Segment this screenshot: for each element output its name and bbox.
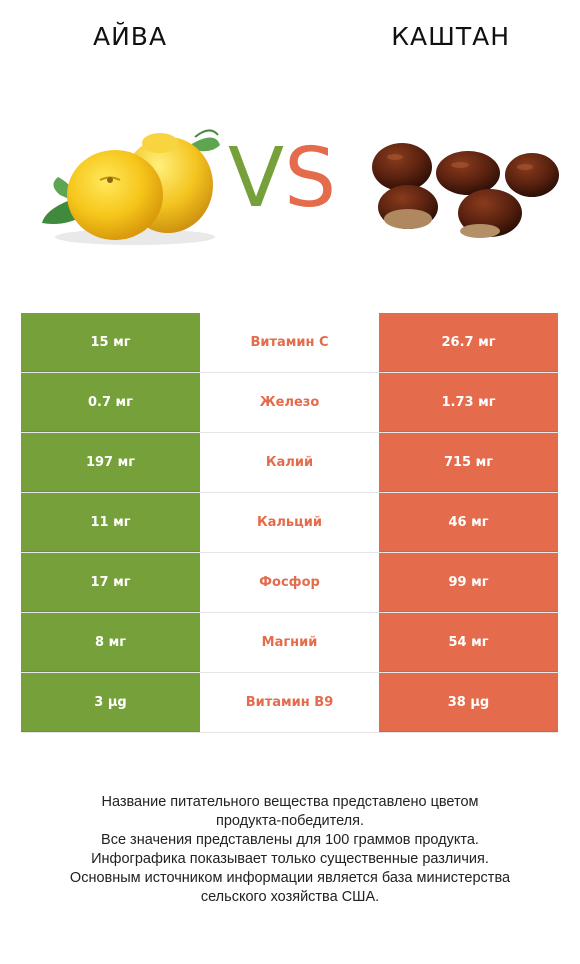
right-value: 99 мг <box>379 553 558 612</box>
nutrient-label: Витамин B9 <box>200 673 379 732</box>
nutrient-label: Железо <box>200 373 379 432</box>
left-value: 8 мг <box>21 613 200 672</box>
table-row: 3 µg Витамин B9 38 µg <box>21 673 558 733</box>
left-value: 11 мг <box>21 493 200 552</box>
footnote-line: Название питательного вещества представл… <box>101 794 479 810</box>
left-value: 15 мг <box>21 313 200 372</box>
left-value: 197 мг <box>21 433 200 492</box>
quince-image <box>42 129 220 245</box>
right-product-title: КАШТАН <box>391 22 510 51</box>
footnote: Название питательного вещества представл… <box>0 793 580 907</box>
comparison-table: 15 мг Витамин C 26.7 мг 0.7 мг Железо 1.… <box>21 313 558 733</box>
nutrient-label: Калий <box>200 433 379 492</box>
right-value: 46 мг <box>379 493 558 552</box>
nutrient-label: Кальций <box>200 493 379 552</box>
table-row: 0.7 мг Железо 1.73 мг <box>21 373 558 433</box>
right-value: 26.7 мг <box>379 313 558 372</box>
table-row: 197 мг Калий 715 мг <box>21 433 558 493</box>
table-row: 11 мг Кальций 46 мг <box>21 493 558 553</box>
right-value: 715 мг <box>379 433 558 492</box>
nutrient-label: Фосфор <box>200 553 379 612</box>
left-value: 3 µg <box>21 673 200 732</box>
right-value: 54 мг <box>379 613 558 672</box>
right-value: 1.73 мг <box>379 373 558 432</box>
footnote-line: Инфографика показывает только существенн… <box>91 851 489 867</box>
vs-label: VS <box>228 131 337 226</box>
footnote-line: сельского хозяйства США. <box>200 889 380 905</box>
left-value: 0.7 мг <box>21 373 200 432</box>
nutrient-label: Магний <box>200 613 379 672</box>
left-product-title: АЙВА <box>93 22 168 51</box>
left-value: 17 мг <box>21 553 200 612</box>
right-value: 38 µg <box>379 673 558 732</box>
nutrient-label: Витамин C <box>200 313 379 372</box>
chestnut-image <box>372 143 559 238</box>
table-row: 8 мг Магний 54 мг <box>21 613 558 673</box>
footnote-line: Основным источником информации является … <box>69 870 511 886</box>
footnote-line: Все значения представлены для 100 граммо… <box>101 832 479 848</box>
table-row: 17 мг Фосфор 99 мг <box>21 553 558 613</box>
footnote-line: продукта-победителя. <box>215 813 365 829</box>
table-row: 15 мг Витамин C 26.7 мг <box>21 313 558 373</box>
